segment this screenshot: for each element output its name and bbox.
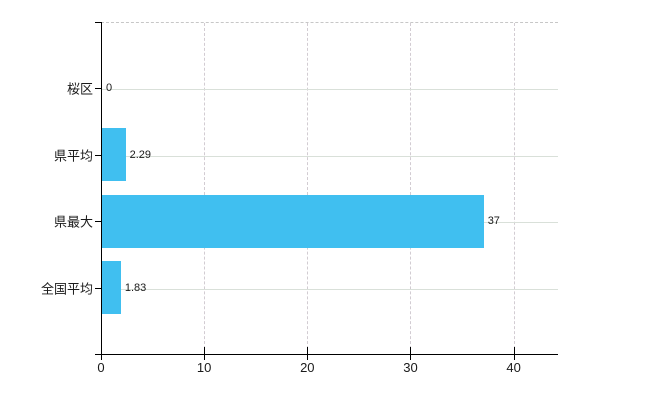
bar-value-label: 37	[487, 215, 500, 228]
y-axis-tick	[95, 221, 101, 223]
gridline-vertical	[307, 23, 309, 354]
category-label: 桜区	[66, 81, 93, 97]
y-axis-tick	[95, 154, 101, 156]
x-axis-line	[95, 354, 558, 355]
x-tick-label: 20	[300, 360, 315, 375]
x-axis-tick	[101, 347, 102, 360]
y-axis-end-tick	[95, 22, 101, 23]
x-axis-tick	[513, 347, 515, 360]
bar	[102, 261, 121, 315]
gridline-horizontal	[101, 89, 558, 91]
x-tick-label: 0	[97, 360, 105, 375]
x-axis-tick	[204, 347, 206, 360]
gridline-vertical	[513, 23, 515, 354]
category-label: 県最大	[53, 214, 93, 230]
bar	[102, 128, 126, 182]
x-tick-label: 10	[196, 360, 212, 375]
x-tick-label: 30	[403, 360, 418, 375]
bar	[102, 194, 484, 248]
x-tick-label: 40	[506, 360, 521, 375]
plot-area	[101, 22, 558, 354]
gridline-vertical	[410, 23, 412, 354]
bar-value-label: 1.83	[124, 281, 147, 294]
gridline-horizontal	[101, 155, 558, 157]
x-axis-tick	[307, 347, 309, 360]
category-label: 全国平均	[40, 281, 93, 297]
gridline-horizontal	[101, 288, 558, 290]
y-axis-tick	[95, 287, 101, 289]
x-axis-tick	[410, 347, 412, 360]
y-axis-line	[101, 22, 102, 360]
bar-value-label: 2.29	[129, 148, 152, 161]
category-label: 県平均	[53, 148, 93, 164]
gridline-vertical	[204, 23, 206, 354]
y-axis-tick	[95, 88, 101, 90]
bar-value-label: 0	[106, 82, 113, 95]
